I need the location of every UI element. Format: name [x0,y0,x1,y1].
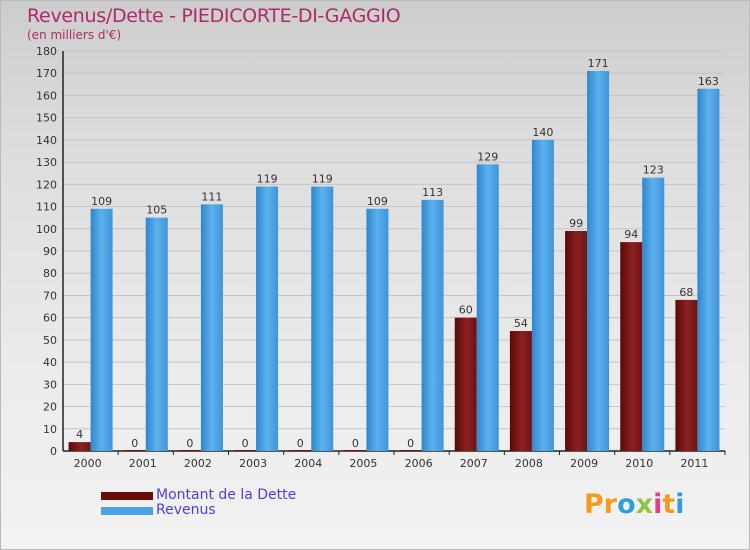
x-tick-label: 2011 [680,457,708,470]
debt-value-label: 4 [76,428,83,441]
debt-bar [123,450,146,451]
x-tick-label: 2008 [515,457,543,470]
y-tick-label: 10 [43,423,57,436]
revenue-bar [256,186,279,452]
revenue-value-label: 109 [367,195,388,208]
y-tick-label: 0 [50,445,57,458]
debt-bar [565,231,588,451]
debt-value-label: 0 [131,437,138,450]
debt-bar [234,450,257,451]
y-tick-label: 180 [36,45,57,58]
x-tick-label: 2004 [294,457,322,470]
debt-value-label: 0 [186,437,193,450]
data-labels: 4 109 0 105 0 111 0 119 0 119 0 109 0 113 60 129 54 140 99… [76,57,719,450]
logo-letter: r [603,489,618,520]
y-tick-label: 90 [43,245,57,258]
legend-label-revenue: Revenus [156,502,216,518]
y-tick-label: 70 [43,289,57,302]
y-tick-label: 80 [43,267,57,280]
axes: 0102030405060708090100110120130140150160… [36,45,726,470]
debt-bar [399,450,422,451]
revenue-value-label: 119 [257,173,278,186]
logo-letter: i [653,489,663,520]
x-tick-label: 2010 [625,457,653,470]
debt-value-label: 0 [242,437,249,450]
proxiti-logo: Proxiti [584,489,685,520]
revenue-bar [697,88,720,452]
y-tick-label: 110 [36,201,57,214]
y-tick-label: 20 [43,401,57,414]
logo-letter: t [662,489,676,520]
y-tick-label: 170 [36,67,57,80]
x-tick-label: 2007 [460,457,488,470]
debt-bar [68,442,91,451]
y-tick-label: 140 [36,134,57,147]
debt-value-label: 54 [514,317,528,330]
debt-value-label: 99 [569,217,583,230]
y-tick-label: 130 [36,156,57,169]
debt-bar [454,317,477,451]
revenue-bar [587,71,610,451]
debt-bar [289,450,312,451]
chart-title: Revenus/Dette - PIEDICORTE-DI-GAGGIO [27,5,401,27]
revenue-bar [145,217,168,451]
y-tick-label: 100 [36,223,57,236]
revenue-bar [200,204,223,451]
x-tick-label: 2002 [184,457,212,470]
y-tick-label: 40 [43,356,57,369]
revenue-value-label: 105 [146,204,167,217]
revenue-value-label: 163 [698,75,719,88]
chart-subtitle: (en milliers d'€) [27,28,122,42]
revenue-bar [642,177,665,451]
revenue-value-label: 123 [643,164,664,177]
y-tick-label: 50 [43,334,57,347]
y-tick-label: 160 [36,89,57,102]
revenue-value-label: 109 [91,195,112,208]
revenue-bar [421,199,444,451]
grid-lines [63,50,725,452]
x-tick-label: 2000 [74,457,102,470]
revenue-value-label: 171 [588,57,609,70]
logo-letter: x [635,489,654,520]
logo-letter: P [584,489,604,520]
legend-swatch-debt [101,492,153,500]
revenue-bar [90,208,113,451]
revenue-value-label: 140 [532,126,553,139]
y-tick-label: 120 [36,178,57,191]
legend-swatch-revenue [101,507,153,515]
debt-value-label: 68 [679,286,693,299]
x-tick-label: 2001 [129,457,157,470]
debt-bar [620,242,643,451]
legend-label-debt: Montant de la Dette [156,487,297,503]
debt-bar [509,331,532,451]
logo-letter: o [617,489,636,520]
logo-letter: i [675,489,685,520]
y-tick-label: 60 [43,312,57,325]
y-tick-label: 150 [36,112,57,125]
revenue-bar [476,164,499,452]
x-tick-label: 2009 [570,457,598,470]
y-tick-label: 30 [43,378,57,391]
x-tick-label: 2005 [349,457,377,470]
revenue-bar [531,139,554,451]
revenue-value-label: 129 [477,150,498,163]
revenue-bar [311,186,334,452]
debt-value-label: 0 [407,437,414,450]
x-tick-label: 2003 [239,457,267,470]
revenue-value-label: 113 [422,186,443,199]
debt-value-label: 0 [352,437,359,450]
revenue-bar [366,208,389,451]
debt-bar [344,450,367,451]
revenue-value-label: 119 [312,173,333,186]
debt-value-label: 0 [297,437,304,450]
x-tick-label: 2006 [405,457,433,470]
debt-value-label: 60 [459,304,473,317]
debt-bar [178,450,201,451]
bars [68,71,720,452]
revenue-value-label: 111 [201,190,222,203]
debt-value-label: 94 [624,228,638,241]
debt-bar [675,299,698,451]
